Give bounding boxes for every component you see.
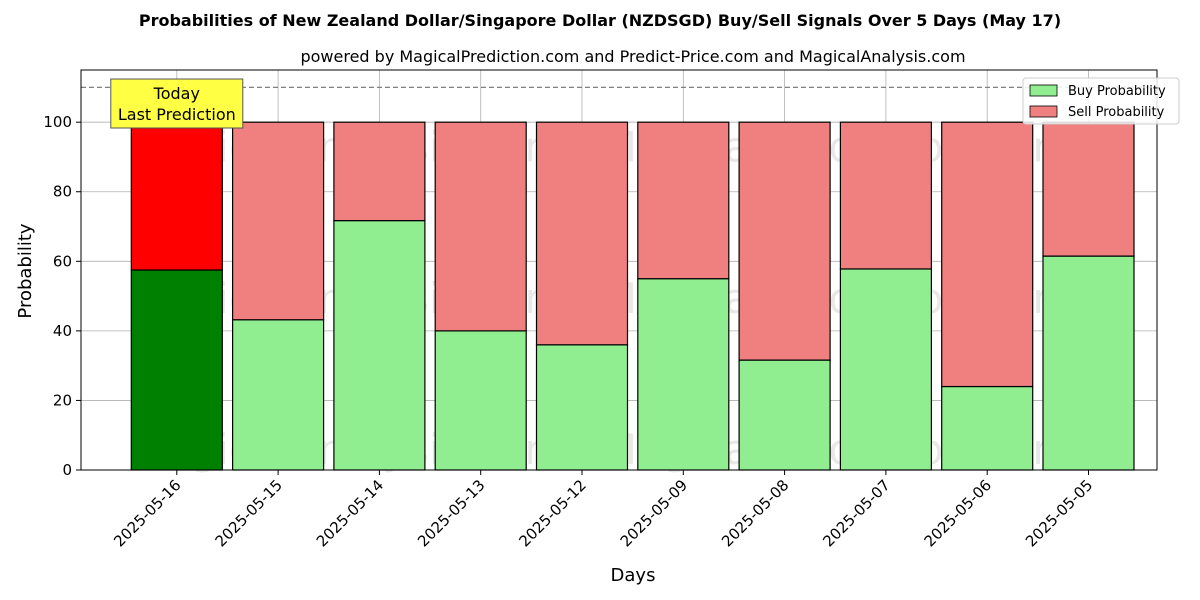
x-tick-label: 2025-05-09 <box>617 476 691 550</box>
y-axis-label: Probability <box>15 223 36 318</box>
legend-box <box>1022 77 1180 125</box>
legend-swatch <box>1029 84 1058 97</box>
chart-title: Probabilities of New Zealand Dollar/Sing… <box>139 11 1061 30</box>
bar-buy <box>535 344 629 471</box>
bar-sell <box>941 121 1034 388</box>
annotation-text: Today <box>153 84 200 103</box>
x-tick-label: 2025-05-06 <box>921 476 995 550</box>
bar-buy <box>839 268 933 471</box>
bar-sell <box>839 121 933 270</box>
annotation-box <box>110 78 244 129</box>
bar-buy <box>130 269 223 471</box>
bar-sell <box>535 121 629 346</box>
bar-buy <box>232 319 325 471</box>
x-tick-label: 2025-05-08 <box>718 476 792 550</box>
bar-sell <box>130 121 223 271</box>
y-tick-label: 20 <box>53 391 72 409</box>
x-tick-label: 2025-05-15 <box>212 476 286 550</box>
x-tick-label: 2025-05-14 <box>313 476 387 550</box>
bar-sell <box>333 121 426 222</box>
today-annotation: Today Last Prediction <box>110 78 244 129</box>
y-axis: 0 20 40 60 80 100 <box>43 113 81 479</box>
legend: Buy Probability Sell Probability <box>1022 77 1180 125</box>
bar-sell <box>637 121 730 280</box>
y-tick-label: 40 <box>53 322 72 340</box>
bar-buy <box>1042 255 1135 471</box>
x-tick-label: 2025-05-16 <box>110 476 184 550</box>
chart-subtitle: powered by MagicalPrediction.com and Pre… <box>300 47 965 66</box>
bar-sell <box>232 121 325 321</box>
bar-buy <box>738 359 831 471</box>
bar-sell <box>434 121 527 332</box>
x-axis: 2025-05-16 2025-05-15 2025-05-14 2025-05-13… <box>110 470 1096 550</box>
bar-sell <box>1042 121 1135 257</box>
legend-swatch <box>1029 105 1058 118</box>
bar-buy <box>434 330 527 471</box>
x-axis-label: Days <box>611 565 656 586</box>
y-tick-label: 0 <box>62 461 72 479</box>
bar-buy <box>941 385 1034 471</box>
y-tick-label: 80 <box>53 183 72 201</box>
bar-sell <box>738 121 831 361</box>
x-tick-label: 2025-05-05 <box>1022 476 1096 550</box>
y-tick-label: 60 <box>53 252 72 270</box>
bars <box>130 121 1135 471</box>
plot-frame <box>80 69 1158 471</box>
x-tick-label: 2025-05-12 <box>515 476 589 550</box>
bar-buy <box>333 220 426 471</box>
legend-label: Sell Probability <box>1068 105 1165 120</box>
y-tick-label: 100 <box>43 113 72 131</box>
x-tick-label: 2025-05-07 <box>819 476 893 550</box>
x-tick-label: 2025-05-13 <box>414 476 488 550</box>
annotation-text: Last Prediction <box>118 105 236 124</box>
legend-label: Buy Probability <box>1068 84 1166 99</box>
bar-buy <box>637 278 730 471</box>
